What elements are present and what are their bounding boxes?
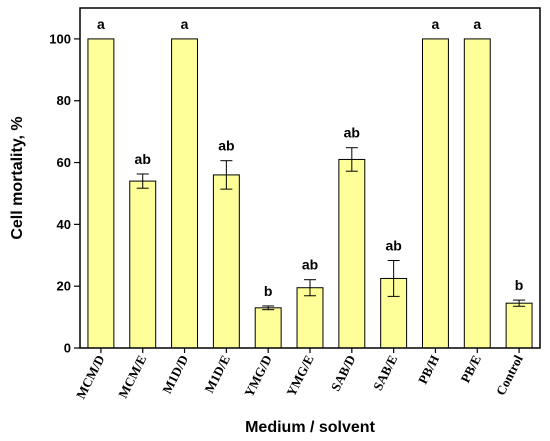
bars-group xyxy=(87,38,533,349)
x-tick-label: PB/E xyxy=(457,353,483,386)
significance-label: ab xyxy=(135,151,151,167)
error-bar xyxy=(387,260,400,297)
x-tick-label: Control xyxy=(493,352,526,398)
bar xyxy=(421,38,449,349)
y-axis-ticks: 0 20 40 60 80 100 xyxy=(49,31,80,356)
error-bar xyxy=(345,147,358,172)
significance-label: ab xyxy=(218,138,234,154)
x-axis-title: Medium / solvent xyxy=(245,419,375,436)
x-tick-label: YMG/E xyxy=(283,353,316,399)
x-tick-label: MCM/D xyxy=(73,353,108,402)
error-bar xyxy=(136,173,149,189)
y-tick-label: 60 xyxy=(57,155,71,170)
error-bar xyxy=(262,305,275,311)
significance-label: a xyxy=(473,16,481,32)
error-bar xyxy=(220,160,233,190)
error-bar xyxy=(304,279,316,297)
bar xyxy=(87,38,115,349)
x-tick-label: M1D/E xyxy=(201,353,233,396)
x-tick-label: SAB/E xyxy=(370,353,400,393)
y-tick-label: 0 xyxy=(64,341,71,356)
significance-label: a xyxy=(181,16,189,32)
significance-label: ab xyxy=(302,257,318,273)
significance-label: ab xyxy=(344,125,360,141)
y-tick-label: 80 xyxy=(57,93,71,108)
bar xyxy=(296,287,324,349)
significance-label: ab xyxy=(385,238,401,254)
error-bar xyxy=(513,299,526,307)
y-tick-label: 100 xyxy=(49,31,71,46)
bar xyxy=(212,174,240,349)
bar xyxy=(338,158,366,349)
x-tick-label: SAB/D xyxy=(328,353,359,394)
bar xyxy=(254,307,282,349)
significance-label: b xyxy=(515,277,524,293)
significance-label: a xyxy=(97,16,105,32)
y-tick-label: 20 xyxy=(57,279,71,294)
x-tick-label: YMG/D xyxy=(241,353,275,400)
significance-label: b xyxy=(264,283,273,299)
bar xyxy=(505,302,533,349)
x-tick-label: MCM/E xyxy=(115,353,149,401)
error-bars-group xyxy=(136,147,526,311)
y-axis-title: Cell mortality, % xyxy=(9,116,26,239)
x-tick-label: M1D/D xyxy=(159,353,191,396)
bar xyxy=(171,38,199,349)
significance-label: a xyxy=(432,16,440,32)
x-tick-label: PB/H xyxy=(415,353,442,387)
bar xyxy=(463,38,491,349)
y-tick-label: 40 xyxy=(57,217,71,232)
bar xyxy=(129,180,157,349)
x-axis-ticks: MCM/D MCM/E M1D/D M1D/E YMG/D YMG/E SAB/D SAB/E… xyxy=(73,348,526,401)
